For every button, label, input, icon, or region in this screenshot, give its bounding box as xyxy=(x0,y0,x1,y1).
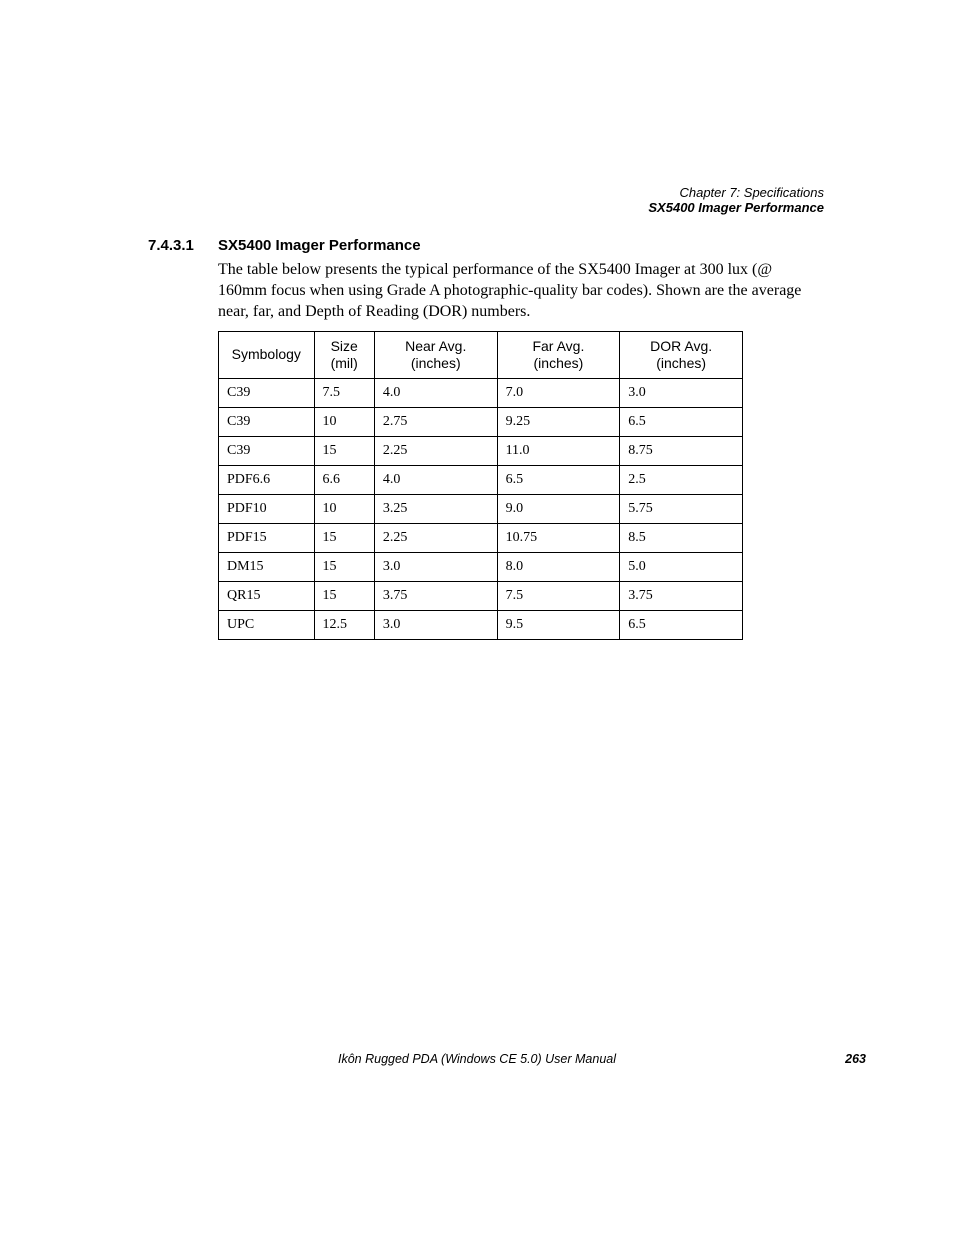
col-header-dor: DOR Avg. (inches) xyxy=(620,332,743,379)
col-header-unit: (inches) xyxy=(411,355,461,371)
col-header-size: Size (mil) xyxy=(314,332,374,379)
table-row: QR15153.757.53.75 xyxy=(219,581,743,610)
table-cell: 4.0 xyxy=(374,378,497,407)
table-cell: 7.0 xyxy=(497,378,620,407)
col-header-text: Symbology xyxy=(232,346,301,362)
table-cell: 2.25 xyxy=(374,436,497,465)
table-header-row: Symbology Size (mil) Near Avg. (inches) … xyxy=(219,332,743,379)
body-paragraph: The table below presents the typical per… xyxy=(218,260,823,322)
table-cell: 3.0 xyxy=(374,552,497,581)
table-cell: 15 xyxy=(314,581,374,610)
table-row: C397.54.07.03.0 xyxy=(219,378,743,407)
footer-page-number: 263 xyxy=(845,1052,866,1066)
col-header-symbology: Symbology xyxy=(219,332,315,379)
col-header-near: Near Avg. (inches) xyxy=(374,332,497,379)
table-cell: 6.6 xyxy=(314,465,374,494)
table-cell: 3.75 xyxy=(374,581,497,610)
table-head: Symbology Size (mil) Near Avg. (inches) … xyxy=(219,332,743,379)
table-cell: 2.5 xyxy=(620,465,743,494)
table-cell: DM15 xyxy=(219,552,315,581)
table-cell: 8.0 xyxy=(497,552,620,581)
table-row: C39102.759.256.5 xyxy=(219,407,743,436)
table-cell: 11.0 xyxy=(497,436,620,465)
header-section: SX5400 Imager Performance xyxy=(648,200,824,215)
table-cell: C39 xyxy=(219,436,315,465)
table-cell: 8.75 xyxy=(620,436,743,465)
table-cell: 6.5 xyxy=(620,407,743,436)
running-header: Chapter 7: Specifications SX5400 Imager … xyxy=(648,185,824,215)
table-row: DM15153.08.05.0 xyxy=(219,552,743,581)
table-cell: 9.0 xyxy=(497,494,620,523)
col-header-unit: (mil) xyxy=(331,355,358,371)
table-cell: 4.0 xyxy=(374,465,497,494)
table-cell: 12.5 xyxy=(314,610,374,639)
page: Chapter 7: Specifications SX5400 Imager … xyxy=(0,0,954,1235)
table-cell: 2.75 xyxy=(374,407,497,436)
table-cell: 3.0 xyxy=(374,610,497,639)
table-cell: 6.5 xyxy=(620,610,743,639)
table-cell: 9.25 xyxy=(497,407,620,436)
section-title: SX5400 Imager Performance xyxy=(218,237,421,254)
table-body: C397.54.07.03.0C39102.759.256.5C39152.25… xyxy=(219,378,743,639)
table-cell: 3.0 xyxy=(620,378,743,407)
table-cell: 5.75 xyxy=(620,494,743,523)
table-cell: 7.5 xyxy=(497,581,620,610)
table-row: PDF6.66.64.06.52.5 xyxy=(219,465,743,494)
footer-title: Ikôn Rugged PDA (Windows CE 5.0) User Ma… xyxy=(0,1052,954,1066)
table-cell: 10 xyxy=(314,407,374,436)
col-header-unit: (inches) xyxy=(656,355,706,371)
table-cell: 15 xyxy=(314,552,374,581)
table-cell: C39 xyxy=(219,378,315,407)
table-cell: 3.75 xyxy=(620,581,743,610)
section-number: 7.4.3.1 xyxy=(148,237,194,254)
table-cell: 7.5 xyxy=(314,378,374,407)
table-row: C39152.2511.08.75 xyxy=(219,436,743,465)
table-row: PDF15152.2510.758.5 xyxy=(219,523,743,552)
table-cell: 15 xyxy=(314,523,374,552)
table-cell: PDF15 xyxy=(219,523,315,552)
col-header-text: DOR Avg. xyxy=(650,338,712,354)
col-header-text: Far Avg. xyxy=(532,338,584,354)
col-header-text: Size xyxy=(331,338,358,354)
table-cell: PDF6.6 xyxy=(219,465,315,494)
table-row: PDF10103.259.05.75 xyxy=(219,494,743,523)
col-header-text: Near Avg. xyxy=(405,338,466,354)
table-cell: 5.0 xyxy=(620,552,743,581)
performance-table: Symbology Size (mil) Near Avg. (inches) … xyxy=(218,331,743,640)
table-cell: 3.25 xyxy=(374,494,497,523)
table-cell: C39 xyxy=(219,407,315,436)
table-row: UPC12.53.09.56.5 xyxy=(219,610,743,639)
table-cell: 9.5 xyxy=(497,610,620,639)
table-cell: 10.75 xyxy=(497,523,620,552)
table-cell: 2.25 xyxy=(374,523,497,552)
table-cell: UPC xyxy=(219,610,315,639)
table-cell: 10 xyxy=(314,494,374,523)
header-chapter: Chapter 7: Specifications xyxy=(648,185,824,200)
col-header-far: Far Avg. (inches) xyxy=(497,332,620,379)
table-cell: 8.5 xyxy=(620,523,743,552)
table-cell: QR15 xyxy=(219,581,315,610)
table-cell: 15 xyxy=(314,436,374,465)
table-cell: PDF10 xyxy=(219,494,315,523)
col-header-unit: (inches) xyxy=(534,355,584,371)
table-cell: 6.5 xyxy=(497,465,620,494)
